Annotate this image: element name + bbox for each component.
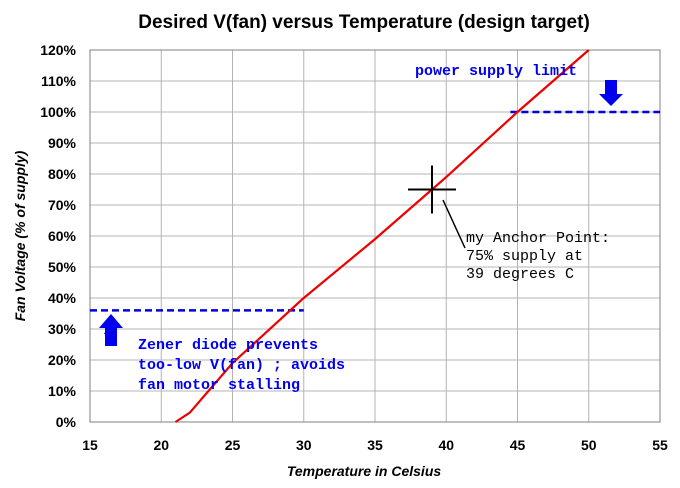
plot-area bbox=[89, 49, 661, 423]
y-tick-label: 60% bbox=[48, 228, 77, 244]
anchor-pointer-line bbox=[442, 199, 466, 249]
y-tick-label: 30% bbox=[48, 321, 77, 337]
y-axis-label: Fan Voltage (% of supply) bbox=[12, 150, 28, 321]
y-tick-label: 90% bbox=[48, 135, 77, 151]
annotations: power supply limit Zener diode prevents … bbox=[99, 63, 623, 394]
zener-note-line-3: fan motor stalling bbox=[138, 377, 300, 394]
y-tick-label: 0% bbox=[56, 414, 77, 430]
y-tick-label: 100% bbox=[40, 104, 76, 120]
x-axis-label: Temperature in Celsius bbox=[287, 463, 442, 479]
y-tick-label: 110% bbox=[41, 73, 77, 89]
power-supply-limit-note: power supply limit bbox=[415, 63, 577, 80]
up-arrow-shape-icon bbox=[99, 314, 123, 346]
zener-note-line-2: too-low V(fan) ; avoids bbox=[138, 357, 345, 374]
x-tick-label: 55 bbox=[652, 437, 668, 453]
anchor-crosshair-icon bbox=[408, 165, 456, 214]
anchor-note-line-1: my Anchor Point: bbox=[466, 230, 610, 247]
anchor-note-line-2: 75% supply at bbox=[466, 248, 583, 265]
x-tick-labels: 15 20 25 30 35 40 45 50 55 bbox=[82, 437, 668, 453]
x-tick-label: 25 bbox=[225, 437, 241, 453]
y-tick-label: 40% bbox=[48, 290, 77, 306]
zener-note-line-1: Zener diode prevents bbox=[138, 337, 318, 354]
down-arrow-icon bbox=[599, 80, 623, 106]
series-line bbox=[174, 49, 590, 423]
x-tick-label: 20 bbox=[153, 437, 169, 453]
y-tick-label: 50% bbox=[48, 259, 77, 275]
x-tick-label: 40 bbox=[438, 437, 454, 453]
x-tick-label: 45 bbox=[510, 437, 526, 453]
x-tick-label: 30 bbox=[296, 437, 312, 453]
series-group bbox=[174, 49, 590, 423]
y-tick-label: 80% bbox=[48, 166, 77, 182]
x-tick-label: 50 bbox=[581, 437, 597, 453]
y-tick-labels: 0% 10% 20% 30% 40% 50% 60% 70% 80% 90% 100% 110% 120… bbox=[40, 42, 76, 430]
y-tick-label: 20% bbox=[48, 352, 77, 368]
x-tick-label: 35 bbox=[367, 437, 383, 453]
anchor-note-line-3: 39 degrees C bbox=[466, 266, 574, 283]
y-tick-label: 120% bbox=[40, 42, 76, 58]
reference-lines bbox=[90, 110, 660, 312]
chart-title: Desired V(fan) versus Temperature (desig… bbox=[138, 12, 590, 33]
y-tick-label: 10% bbox=[48, 383, 77, 399]
x-tick-label: 15 bbox=[82, 437, 98, 453]
y-tick-label: 70% bbox=[48, 197, 77, 213]
